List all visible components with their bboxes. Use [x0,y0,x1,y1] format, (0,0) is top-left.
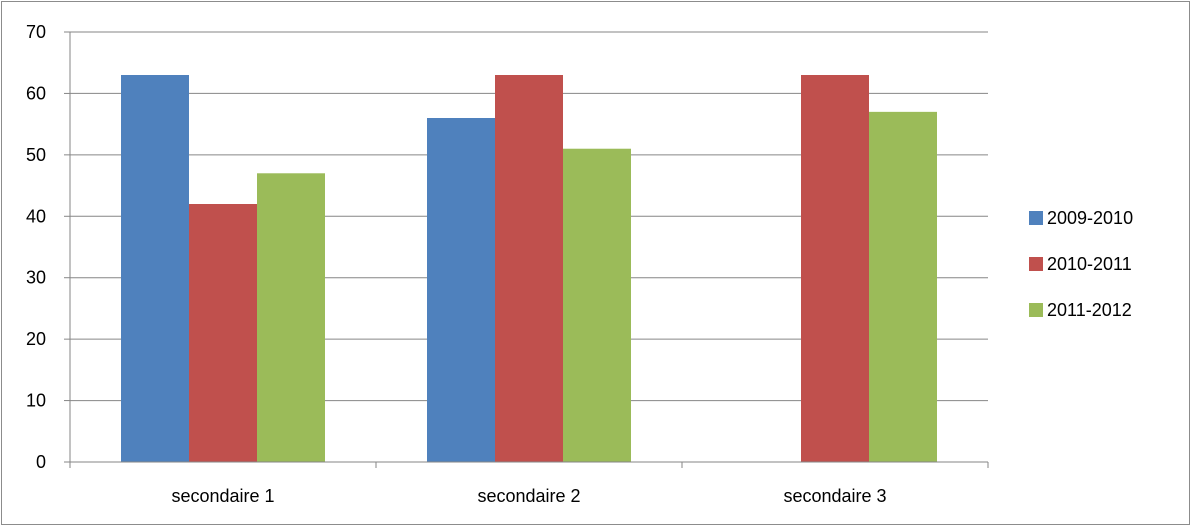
bar-2010-2011 [801,75,869,462]
y-tick-label: 20 [26,329,46,349]
legend-swatch-2011-2012 [1029,303,1043,317]
bar-2009-2010 [121,75,189,462]
legend-swatch-2010-2011 [1029,257,1043,271]
x-axis-labels: secondaire 1 secondaire 2 secondaire 3 [171,486,886,506]
legend-label: 2011-2012 [1047,300,1132,320]
legend-label: 2009-2010 [1047,208,1133,228]
y-tick-label: 40 [26,206,46,226]
legend-swatch-2009-2010 [1029,211,1043,225]
axes [69,32,989,468]
bar-2011-2012 [257,173,325,463]
bar-2010-2011 [189,204,257,462]
bar-2011-2012 [563,148,631,462]
y-tick-label: 50 [26,145,46,165]
bars [121,75,937,463]
x-category-label: secondaire 3 [783,486,886,506]
x-category-label: secondaire 1 [171,486,274,506]
legend: 2009-2010 2010-2011 2011-2012 [1029,208,1133,320]
bar-2009-2010 [427,118,495,462]
y-tick-label: 70 [26,22,46,42]
y-axis-ticks: 0 10 20 30 40 50 60 70 [26,22,70,472]
bar-2011-2012 [869,111,937,462]
bar-2010-2011 [495,75,563,462]
y-tick-label: 10 [26,391,46,411]
legend-label: 2010-2011 [1047,254,1132,274]
x-category-label: secondaire 2 [477,486,580,506]
y-tick-label: 30 [26,268,46,288]
y-tick-label: 0 [36,452,46,472]
y-tick-label: 60 [26,83,46,103]
